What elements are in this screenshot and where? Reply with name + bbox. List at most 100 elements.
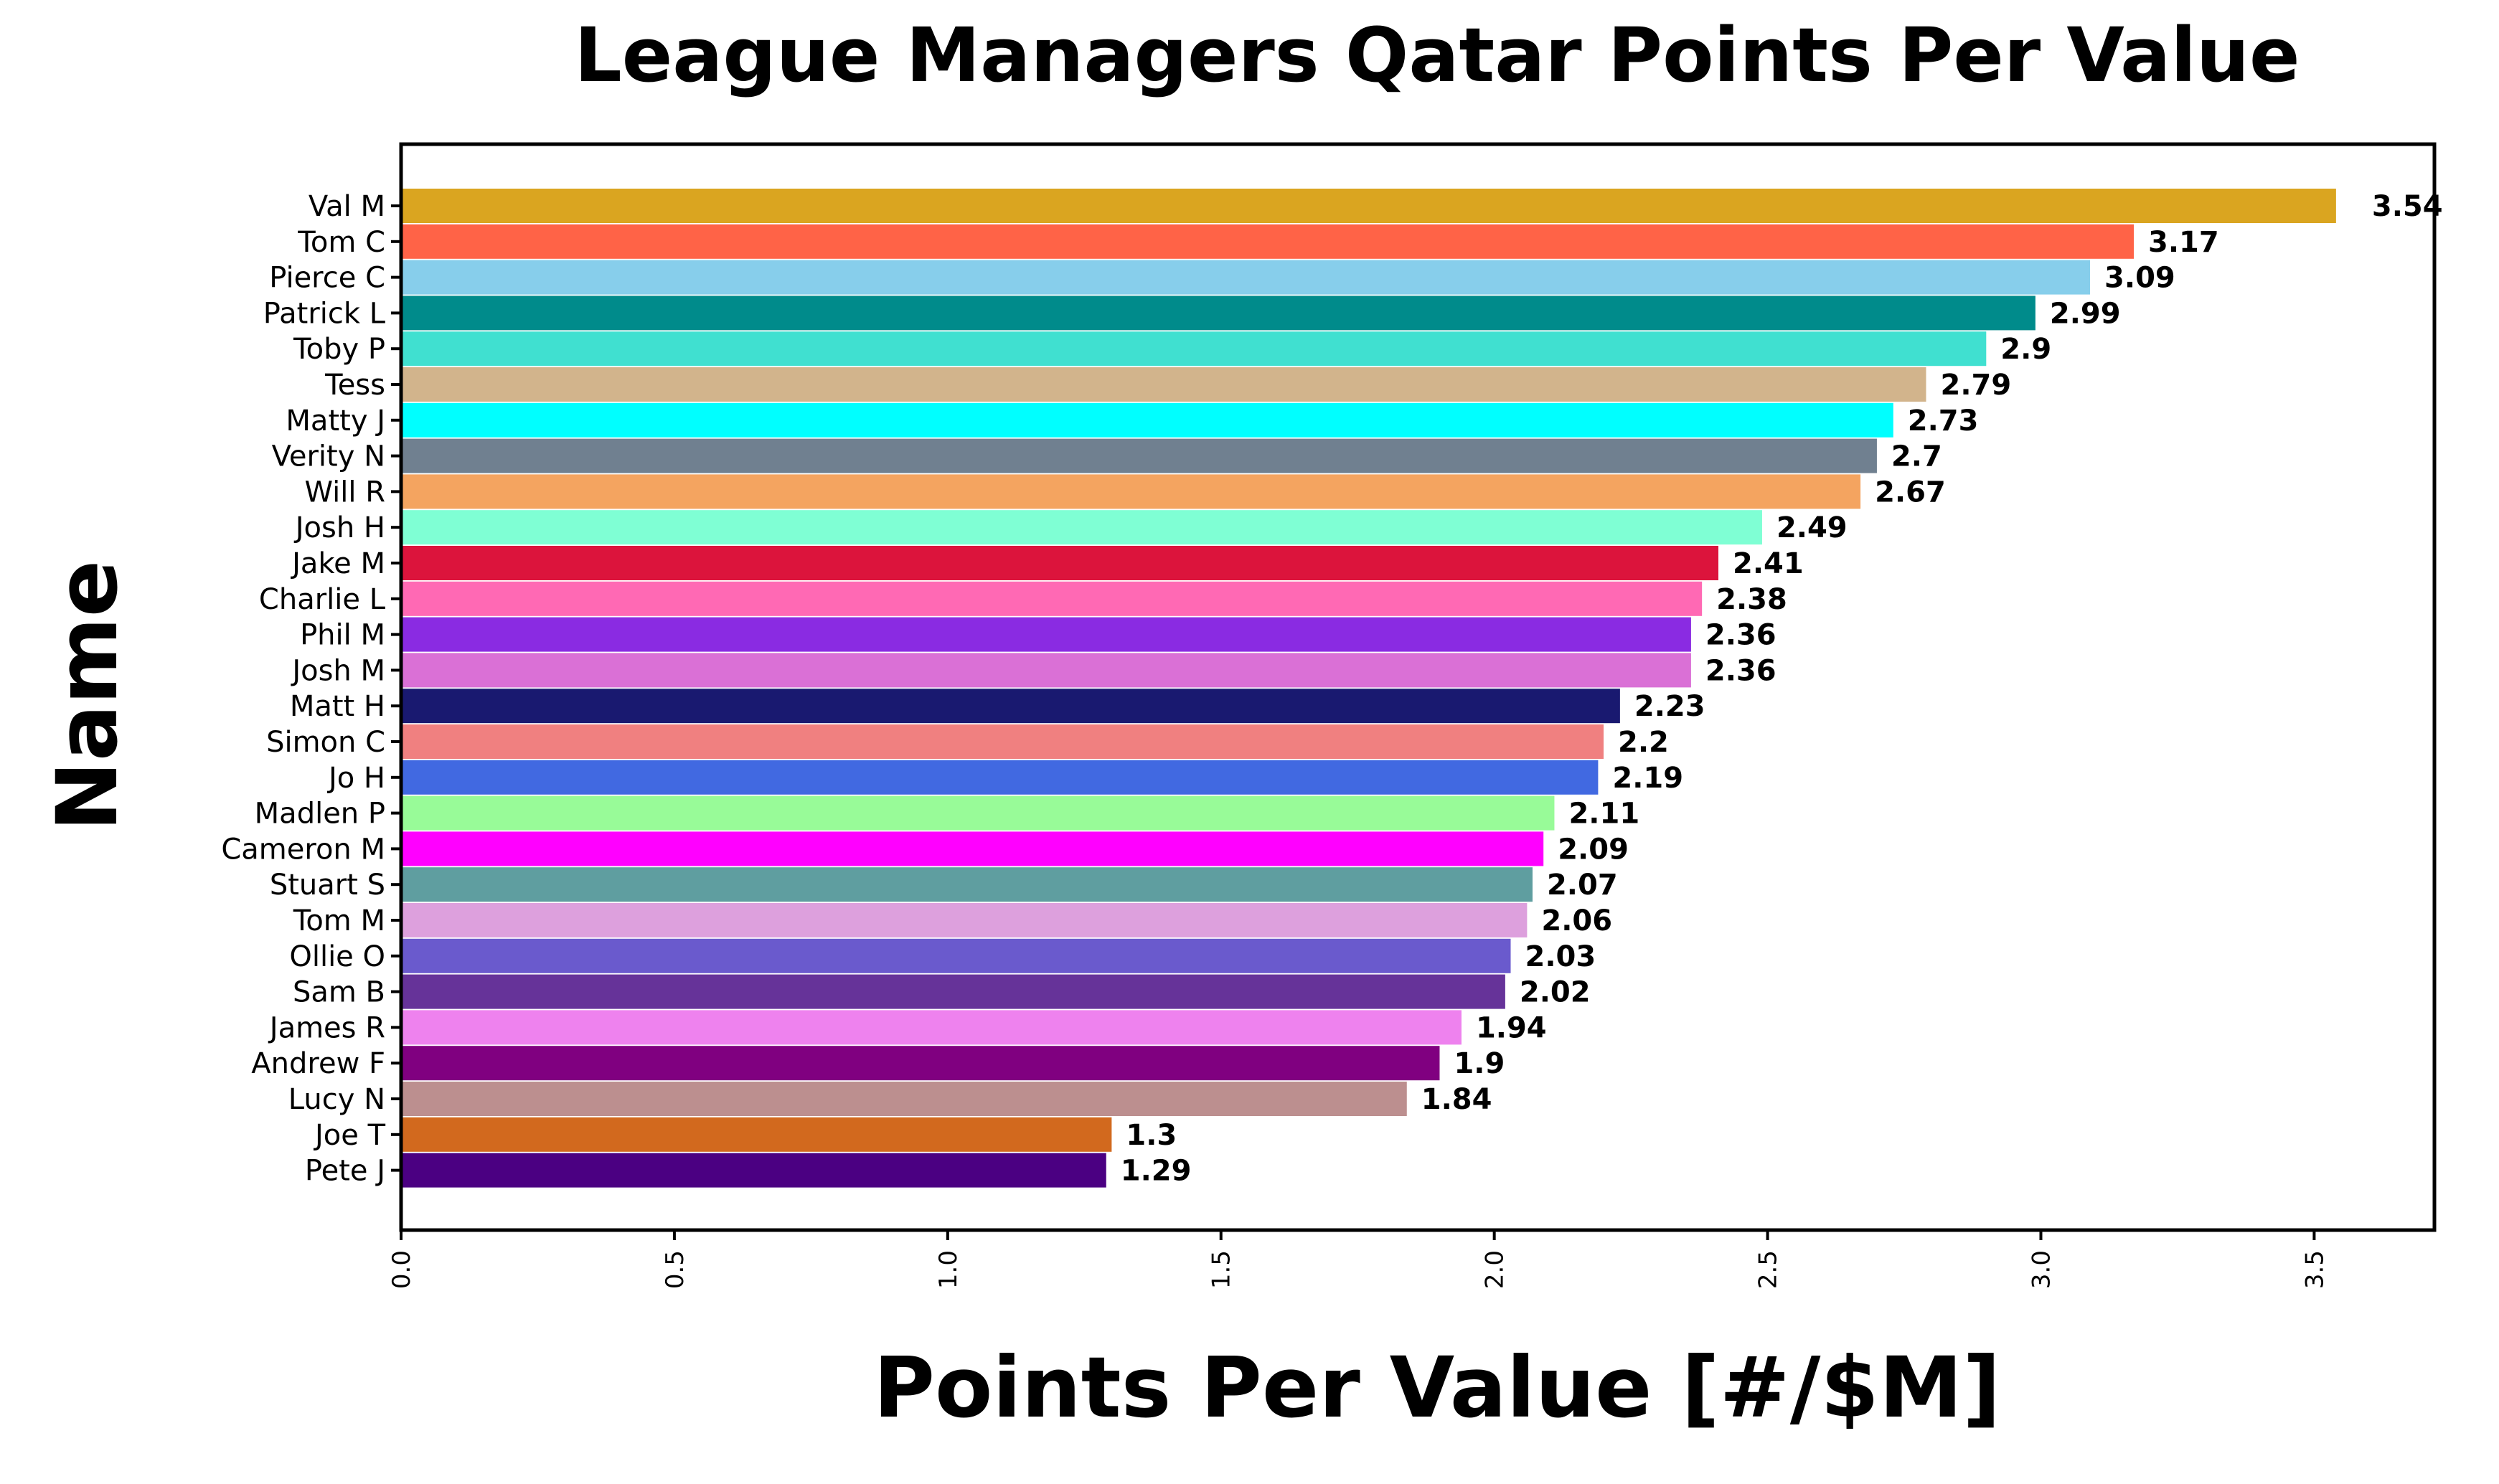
y-tick-label: Phil M: [300, 619, 385, 652]
bar-value-label: 2.02: [1520, 976, 1591, 1009]
plot-frame: [399, 142, 2437, 1232]
y-tick-label: James R: [268, 1011, 385, 1044]
x-tick-label: 2.5: [1754, 1250, 1783, 1289]
bar: [401, 510, 1762, 545]
bar: [401, 974, 1505, 1009]
bar-value-label: 2.36: [1705, 654, 1776, 687]
y-tick-label: Matt H: [290, 690, 385, 723]
bar: [401, 260, 2091, 295]
y-tick-label: Sam B: [293, 976, 385, 1009]
y-tick-label: Charlie L: [259, 583, 386, 616]
bar-value-label: 2.19: [1612, 762, 1683, 795]
x-tick-label: 2.0: [1481, 1250, 1510, 1289]
bar-value-label: 3.09: [2104, 262, 2175, 295]
bar: [401, 1153, 1106, 1188]
bar: [401, 438, 1877, 473]
y-tick-label: Josh M: [290, 654, 385, 687]
bar: [401, 1010, 1462, 1045]
bar-value-label: 2.99: [2050, 297, 2121, 330]
bar: [401, 760, 1599, 795]
bar: [401, 331, 1987, 367]
x-tick-label: 3.0: [2027, 1250, 2056, 1289]
x-tick-label: 3.5: [2300, 1250, 2329, 1289]
bar: [401, 724, 1604, 759]
y-tick-label: Toby P: [293, 333, 385, 366]
y-tick-label: Verity N: [272, 440, 385, 473]
bar: [401, 224, 2134, 259]
bar-value-label: 2.07: [1547, 869, 1618, 902]
y-tick-label: Josh H: [293, 511, 385, 544]
y-tick-label: Lucy N: [288, 1083, 385, 1116]
bar-value-label: 1.3: [1126, 1119, 1177, 1152]
bar-value-label: 2.73: [1908, 405, 1979, 438]
bar: [401, 938, 1511, 973]
bar: [401, 189, 2336, 223]
x-tick-label: 0.0: [387, 1250, 416, 1289]
bar-value-label: 2.06: [1541, 904, 1612, 937]
y-tick-label: Matty J: [286, 405, 385, 438]
bar-value-label: 2.09: [1558, 833, 1629, 866]
y-tick-label: Jake M: [290, 547, 385, 580]
bar-value-label: 2.36: [1705, 619, 1776, 652]
bar-value-label: 2.7: [1891, 440, 1942, 473]
y-tick-label: Tom M: [293, 904, 385, 937]
value-labels-layer: 3.543.173.092.992.92.792.732.72.672.492.…: [1121, 190, 2443, 1188]
bar: [401, 367, 1926, 402]
y-axis-label: Name: [38, 560, 136, 831]
bar: [401, 795, 1555, 831]
chart-title: League Managers Qatar Points Per Value: [574, 11, 2300, 99]
y-tick-label: Simon C: [266, 726, 385, 759]
bar: [401, 903, 1528, 937]
bars-layer: [401, 189, 2336, 1188]
x-ticks-layer: 0.0 0.5 1.0 1.5 2.0 2.5 3.0 3.5: [387, 1230, 2329, 1289]
x-axis-label: Points Per Value [#/$M]: [873, 1338, 2001, 1437]
bar: [401, 689, 1620, 724]
bar-value-label: 2.11: [1568, 798, 1639, 831]
bar-value-label: 2.9: [2000, 333, 2051, 366]
bar-value-label: 3.17: [2148, 226, 2219, 259]
bar: [401, 867, 1533, 902]
bar: [401, 1117, 1112, 1152]
y-tick-label: Tom C: [297, 226, 385, 259]
y-tick-label: Will R: [304, 476, 385, 509]
y-tick-label: Andrew F: [251, 1047, 385, 1080]
bar-value-label: 2.41: [1733, 547, 1804, 580]
bar-value-label: 2.79: [1941, 369, 2012, 402]
y-tick-label: Tess: [324, 369, 385, 402]
bar: [401, 402, 1893, 438]
bar: [401, 831, 1544, 866]
bar: [401, 296, 2036, 331]
bar-value-label: 2.2: [1618, 726, 1669, 759]
bar: [401, 546, 1719, 580]
bar-value-label: 1.84: [1421, 1083, 1492, 1116]
y-tick-label: Joe T: [313, 1119, 386, 1152]
x-tick-label: 1.0: [934, 1250, 963, 1289]
bar-value-label: 2.67: [1875, 476, 1946, 509]
y-tick-label: Madlen P: [255, 798, 385, 831]
y-tick-label: Stuart S: [270, 869, 385, 902]
bar-value-label: 1.29: [1121, 1155, 1192, 1188]
bar-value-label: 2.03: [1525, 940, 1596, 973]
y-tick-label: Val M: [309, 190, 385, 223]
bar-value-label: 1.94: [1476, 1011, 1547, 1044]
y-tick-label: Pierce C: [269, 262, 385, 295]
bar: [401, 617, 1691, 652]
bar: [401, 653, 1691, 688]
x-tick-label: 0.5: [661, 1250, 690, 1289]
y-tick-label: Jo H: [326, 762, 385, 795]
y-tick-label: Ollie O: [289, 940, 385, 973]
bar-value-label: 2.38: [1716, 583, 1787, 616]
y-tick-label: Patrick L: [263, 297, 386, 330]
bar-value-label: 3.54: [2372, 190, 2443, 223]
y-tick-label: Pete J: [305, 1155, 385, 1188]
bar-value-label: 2.23: [1634, 690, 1705, 723]
bar: [401, 474, 1861, 509]
bar: [401, 581, 1703, 616]
x-tick-label: 1.5: [1208, 1250, 1236, 1289]
bar: [401, 1046, 1440, 1081]
y-tick-label: Cameron M: [221, 833, 385, 866]
bar-value-label: 2.49: [1776, 511, 1848, 544]
bar: [401, 1082, 1407, 1116]
